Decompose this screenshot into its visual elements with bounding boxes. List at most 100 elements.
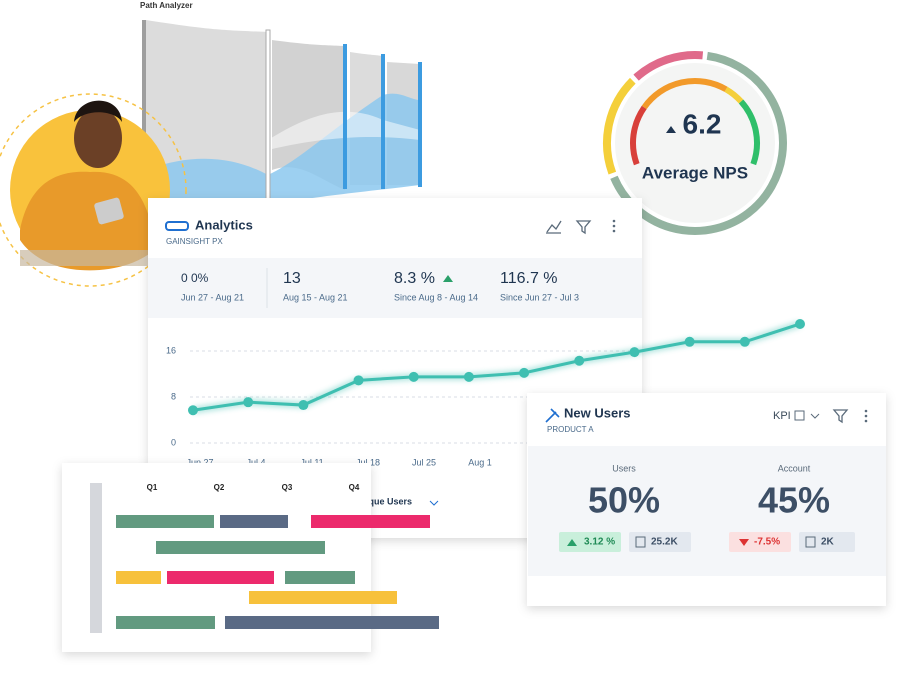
x-tick-label: Jul 25	[412, 457, 436, 467]
x-tick-label: Jul 4	[246, 457, 265, 467]
point	[463, 371, 474, 382]
x-tick-label: Jun 27	[186, 457, 213, 467]
quarter-label: Q4	[349, 483, 360, 492]
card-subtitle: GAINSIGHT PX	[166, 237, 223, 246]
card-title: New Users	[564, 405, 630, 420]
path-analyzer-title: Path Analyzer	[140, 1, 193, 10]
kpi-label[interactable]: KPI	[773, 410, 791, 422]
node	[265, 29, 271, 201]
chart-icon[interactable]	[546, 220, 562, 234]
node	[418, 62, 422, 187]
chevron[interactable]	[429, 500, 439, 506]
desk	[20, 250, 160, 266]
point	[519, 367, 530, 378]
count-value: 25.2K	[651, 537, 678, 548]
count-icon	[805, 536, 816, 548]
footer-label: ique Users	[366, 496, 412, 506]
outer-arc	[603, 51, 787, 235]
axis-bar	[90, 483, 102, 633]
stats-band	[148, 258, 642, 318]
count-value: 2K	[821, 537, 835, 548]
gantt-card: Q1 Q2 Q3 Q4	[62, 463, 439, 652]
line-chart: 0 8 16 Jun 27 Jul 4 Jul 11 Jul 18 Jul 25 Aug 1	[166, 318, 805, 467]
quarters: Q1 Q2 Q3 Q4	[147, 483, 360, 492]
phone	[94, 197, 124, 225]
gantt-bar	[249, 591, 397, 604]
more-icon[interactable]	[612, 219, 616, 233]
node	[142, 20, 146, 200]
stats: 0 0% Jun 27 - Aug 21 13 Aug 15 - Aug 21 8.3 …	[181, 270, 579, 302]
change-value: -7.5%	[754, 537, 780, 548]
stat-value: 0 0%	[181, 271, 209, 285]
down-triangle	[739, 539, 749, 546]
gantt-bar	[156, 541, 325, 554]
nps-value: 6.2	[683, 108, 722, 139]
change-badge	[559, 532, 621, 552]
node	[343, 44, 347, 189]
node	[381, 54, 385, 189]
kpi-icon[interactable]	[794, 410, 805, 421]
line	[192, 322, 801, 412]
gauge-face	[615, 63, 775, 223]
gantt-bar	[116, 571, 161, 584]
filter-icon[interactable]	[575, 220, 592, 235]
point	[795, 318, 805, 329]
quarter-label: Q2	[214, 483, 225, 492]
stat-value: 116.7 %	[500, 270, 558, 287]
stat-value: 8.3 %	[394, 270, 435, 287]
gantt-bar	[220, 515, 288, 528]
point	[408, 371, 419, 382]
quarter-label: Q3	[282, 483, 293, 492]
card-title: Analytics	[195, 217, 253, 232]
gantt-bar	[116, 515, 214, 528]
plug-icon	[545, 408, 560, 423]
metric-value: 45%	[758, 480, 830, 521]
stat-value: 13	[283, 270, 301, 287]
inner-arc	[630, 78, 760, 208]
point	[298, 400, 309, 411]
point	[353, 375, 364, 386]
dashed-ring	[0, 93, 187, 287]
metrics-band	[528, 446, 886, 576]
metric-label: Users	[612, 463, 636, 473]
metrics: Users 50% 3.12 % 25.2K Account 45% -7.5% 2K	[559, 463, 855, 552]
new-users-card: New Users PRODUCT A KPI Users 50% 3.12 % 25…	[527, 393, 886, 606]
y-tick-label: 0	[171, 437, 176, 447]
point	[684, 336, 695, 347]
nps-label: Average NPS	[642, 163, 748, 182]
inner-arc	[630, 78, 760, 208]
hair	[74, 100, 122, 122]
chevron[interactable]	[810, 413, 820, 419]
path-analyzer: Path Analyzer	[140, 1, 422, 201]
outer-arc	[603, 51, 787, 235]
stat-range: Jun 27 - Aug 21	[181, 292, 244, 302]
count-icon	[635, 536, 646, 548]
face	[74, 108, 122, 168]
x-tick-label: Jul 18	[356, 457, 380, 467]
sweater	[20, 171, 160, 271]
stat-range: Since Jun 27 - Jul 3	[500, 292, 579, 302]
filter-icon[interactable]	[832, 409, 849, 424]
change-badge	[729, 532, 791, 552]
point	[629, 347, 640, 358]
change-value: 3.12 %	[584, 537, 615, 548]
point	[243, 397, 254, 408]
gantt-bar	[285, 571, 355, 584]
more-icon[interactable]	[864, 409, 868, 423]
stat-range: Aug 15 - Aug 21	[283, 292, 348, 302]
point	[739, 336, 750, 347]
x-tick-label: Aug 1	[468, 457, 492, 467]
inner-arc	[630, 78, 760, 208]
up-arrow	[666, 126, 676, 133]
y-tick-label: 8	[171, 391, 176, 401]
card-subtitle: PRODUCT A	[547, 425, 594, 434]
gantt-bar	[116, 616, 215, 629]
point	[188, 405, 198, 416]
gantt-bar	[225, 616, 439, 629]
up-triangle	[443, 275, 453, 282]
stat-range: Since Aug 8 - Aug 14	[394, 292, 478, 302]
gantt-bar	[311, 515, 430, 528]
icon	[165, 221, 189, 231]
